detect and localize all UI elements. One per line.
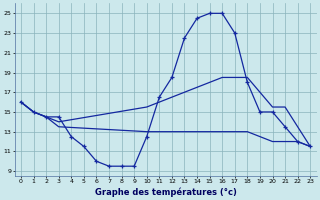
X-axis label: Graphe des températures (°c): Graphe des températures (°c) xyxy=(95,187,236,197)
